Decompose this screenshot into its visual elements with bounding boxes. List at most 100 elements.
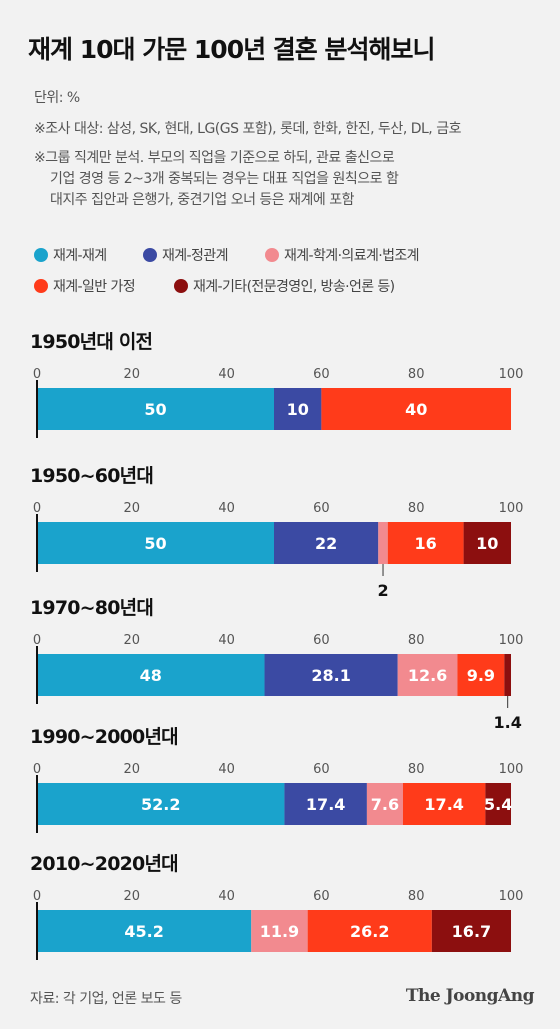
data-label: 26.2 (350, 922, 389, 941)
page-title: 재계 10대 가문 100년 결혼 분석해보니 (28, 35, 435, 64)
x-tick-label: 20 (124, 889, 141, 904)
bar-segment (485, 783, 511, 825)
category-label: 2010~2020년대 (30, 853, 178, 875)
x-tick-label: 40 (218, 762, 235, 777)
bar-segment (251, 910, 308, 952)
x-tick-label: 60 (313, 762, 330, 777)
x-tick-label: 100 (499, 633, 524, 648)
bar-segment (378, 522, 388, 564)
x-tick-label: 100 (499, 367, 524, 382)
bar-segment (284, 783, 367, 825)
x-tick-label: 20 (124, 633, 141, 648)
legend-swatch (34, 279, 48, 293)
bar-segment (274, 388, 322, 430)
data-label: 50 (144, 534, 166, 553)
bar-segment (463, 522, 511, 564)
bar-segment (366, 783, 403, 825)
legend-label: 재계-재계 (53, 248, 107, 264)
category-label: 1950~60년대 (30, 465, 153, 487)
unit-label: 단위: % (34, 90, 80, 106)
x-tick-label: 80 (408, 889, 425, 904)
data-label: 9.9 (467, 666, 495, 685)
x-tick-label: 100 (499, 501, 524, 516)
data-label: 10 (476, 534, 498, 553)
data-label: 10 (287, 400, 309, 419)
legend-item-series-0: 재계-재계 (34, 245, 107, 265)
data-label: 2 (377, 581, 388, 600)
bar-segment (264, 654, 398, 696)
legend-swatch (34, 248, 48, 262)
data-label: 17.4 (306, 795, 345, 814)
x-tick-label: 20 (124, 501, 141, 516)
legend-item-series-3: 재계-일반 가정 (34, 276, 136, 296)
data-label: 7.6 (371, 795, 399, 814)
legend-swatch (265, 248, 279, 262)
x-tick-label: 40 (218, 367, 235, 382)
x-tick-label: 40 (218, 501, 235, 516)
x-tick-label: 0 (33, 762, 41, 777)
data-label: 16.7 (452, 922, 491, 941)
bar-segment (274, 522, 379, 564)
x-tick-label: 60 (313, 889, 330, 904)
bar-segment (307, 910, 432, 952)
legend-label: 재계-학계·의료계·법조계 (284, 248, 420, 264)
data-label: 1.4 (494, 713, 522, 732)
data-label: 12.6 (408, 666, 447, 685)
bar-segment (402, 783, 486, 825)
data-label: 5.4 (484, 795, 512, 814)
legend-swatch (143, 248, 157, 262)
bar-segment (431, 910, 511, 952)
publisher-logo: The JoongAng (405, 986, 535, 1006)
x-tick-label: 80 (408, 501, 425, 516)
legend-label: 재계-기타(전문경영인, 방송·언론 등) (193, 279, 395, 295)
x-tick-label: 20 (124, 367, 141, 382)
x-tick-label: 100 (499, 762, 524, 777)
bar-segment (457, 654, 505, 696)
x-tick-label: 0 (33, 633, 41, 648)
x-tick-label: 0 (33, 889, 41, 904)
x-tick-label: 60 (313, 633, 330, 648)
category-label: 1990~2000년대 (30, 726, 178, 748)
source-note: 자료: 각 기업, 언론 보도 등 (30, 991, 182, 1007)
bar-segment (321, 388, 511, 430)
data-label: 28.1 (311, 666, 350, 685)
data-label: 40 (405, 400, 427, 419)
data-label: 48 (140, 666, 162, 685)
data-label: 22 (315, 534, 337, 553)
x-tick-label: 40 (218, 633, 235, 648)
legend-item-series-2: 재계-학계·의료계·법조계 (265, 245, 420, 265)
bar-segment (37, 910, 252, 952)
x-tick-label: 20 (124, 762, 141, 777)
legend-swatch (174, 279, 188, 293)
bar-segment (397, 654, 458, 696)
x-tick-label: 0 (33, 367, 41, 382)
data-label: 17.4 (424, 795, 463, 814)
legend-label: 재계-정관계 (162, 248, 228, 264)
bar-segment (37, 783, 285, 825)
x-tick-label: 80 (408, 633, 425, 648)
survey-note: ※조사 대상: 삼성, SK, 현대, LG(GS 포함), 롯데, 한화, 한… (34, 121, 461, 137)
x-tick-label: 100 (499, 889, 524, 904)
x-tick-label: 40 (218, 889, 235, 904)
data-label: 50 (144, 400, 166, 419)
method-note: ※그룹 직계만 분석. 부모의 직업을 기준으로 하되, 관료 출신으로 기업 … (34, 148, 399, 211)
legend-item-series-4: 재계-기타(전문경영인, 방송·언론 등) (174, 276, 395, 296)
method-note-line: 기업 경영 등 2~3개 중복되는 경우는 대표 직업을 원칙으로 함 (50, 171, 399, 187)
legend-label: 재계-일반 가정 (53, 279, 136, 295)
category-label: 1970~80년대 (30, 597, 153, 619)
x-tick-label: 0 (33, 501, 41, 516)
bar-segment (37, 654, 265, 696)
bar-segment (504, 654, 511, 696)
x-tick-label: 60 (313, 367, 330, 382)
data-label: 52.2 (141, 795, 180, 814)
category-label: 1950년대 이전 (30, 331, 152, 353)
method-note-line: 대지주 집안과 은행가, 중견기업 오너 등은 재계에 포함 (50, 192, 354, 208)
x-tick-label: 60 (313, 501, 330, 516)
bar-segment (37, 522, 274, 564)
bar-segment (37, 388, 274, 430)
x-tick-label: 80 (408, 367, 425, 382)
bar-segment (387, 522, 464, 564)
data-label: 16 (415, 534, 437, 553)
legend-item-series-1: 재계-정관계 (143, 245, 228, 265)
